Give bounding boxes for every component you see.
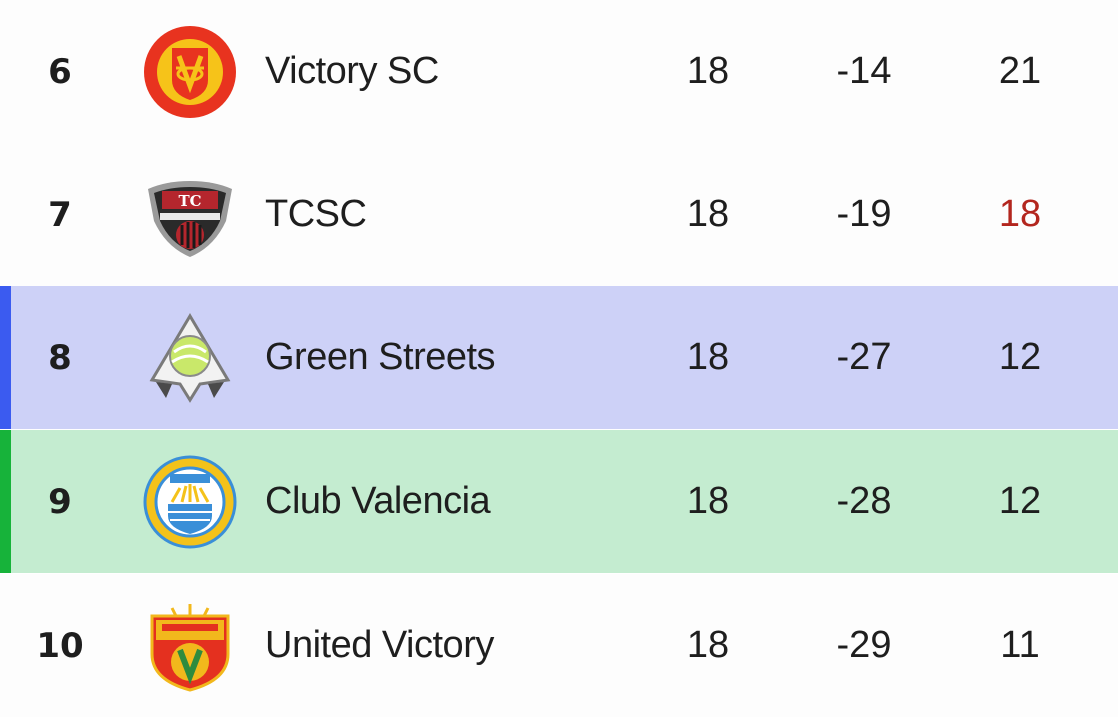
played-cell: 18 (686, 624, 730, 666)
table-row[interactable]: 7 TC TCSC 18 -19 18 (0, 143, 1118, 286)
club-valencia-crest-icon (142, 454, 238, 550)
played-cell: 18 (686, 50, 730, 92)
played-cell: 18 (686, 336, 730, 378)
goal-difference-cell: -27 (836, 336, 892, 378)
position-cell: 9 (48, 481, 72, 522)
team-name[interactable]: TCSC (265, 193, 367, 235)
points-cell: 18 (998, 193, 1042, 235)
team-name[interactable]: Green Streets (265, 336, 496, 378)
goal-difference-cell: -14 (836, 50, 892, 92)
green-streets-crest-icon (142, 310, 238, 406)
goal-difference-cell: -29 (836, 624, 892, 666)
points-cell: 11 (1000, 624, 1040, 666)
tcsc-crest-icon: TC (142, 167, 238, 263)
points-cell: 12 (998, 480, 1042, 522)
position-cell: 7 (48, 194, 72, 235)
table-row[interactable]: 9 Club Valencia 18 -28 12 (0, 430, 1118, 573)
svg-text:TC: TC (178, 192, 201, 210)
victory-sc-crest-icon (142, 24, 238, 120)
position-cell: 6 (48, 51, 72, 92)
position-cell: 10 (36, 625, 84, 666)
points-cell: 12 (998, 336, 1042, 378)
goal-difference-cell: -28 (836, 480, 892, 522)
goal-difference-cell: -19 (836, 193, 892, 235)
played-cell: 18 (686, 193, 730, 235)
zone-marker (0, 286, 11, 429)
zone-marker (0, 430, 11, 573)
played-cell: 18 (686, 480, 730, 522)
table-row[interactable]: 10 United Victory 18 -29 11 (0, 574, 1118, 717)
team-name[interactable]: Victory SC (265, 50, 439, 92)
table-row[interactable]: 6 Victory SC 18 -14 21 (0, 0, 1118, 143)
team-name[interactable]: Club Valencia (265, 480, 491, 522)
points-cell: 21 (998, 50, 1042, 92)
team-name[interactable]: United Victory (265, 624, 494, 666)
table-row[interactable]: 8 Green Streets 18 -27 12 (0, 286, 1118, 429)
position-cell: 8 (48, 337, 72, 378)
united-victory-crest-icon (142, 598, 238, 694)
